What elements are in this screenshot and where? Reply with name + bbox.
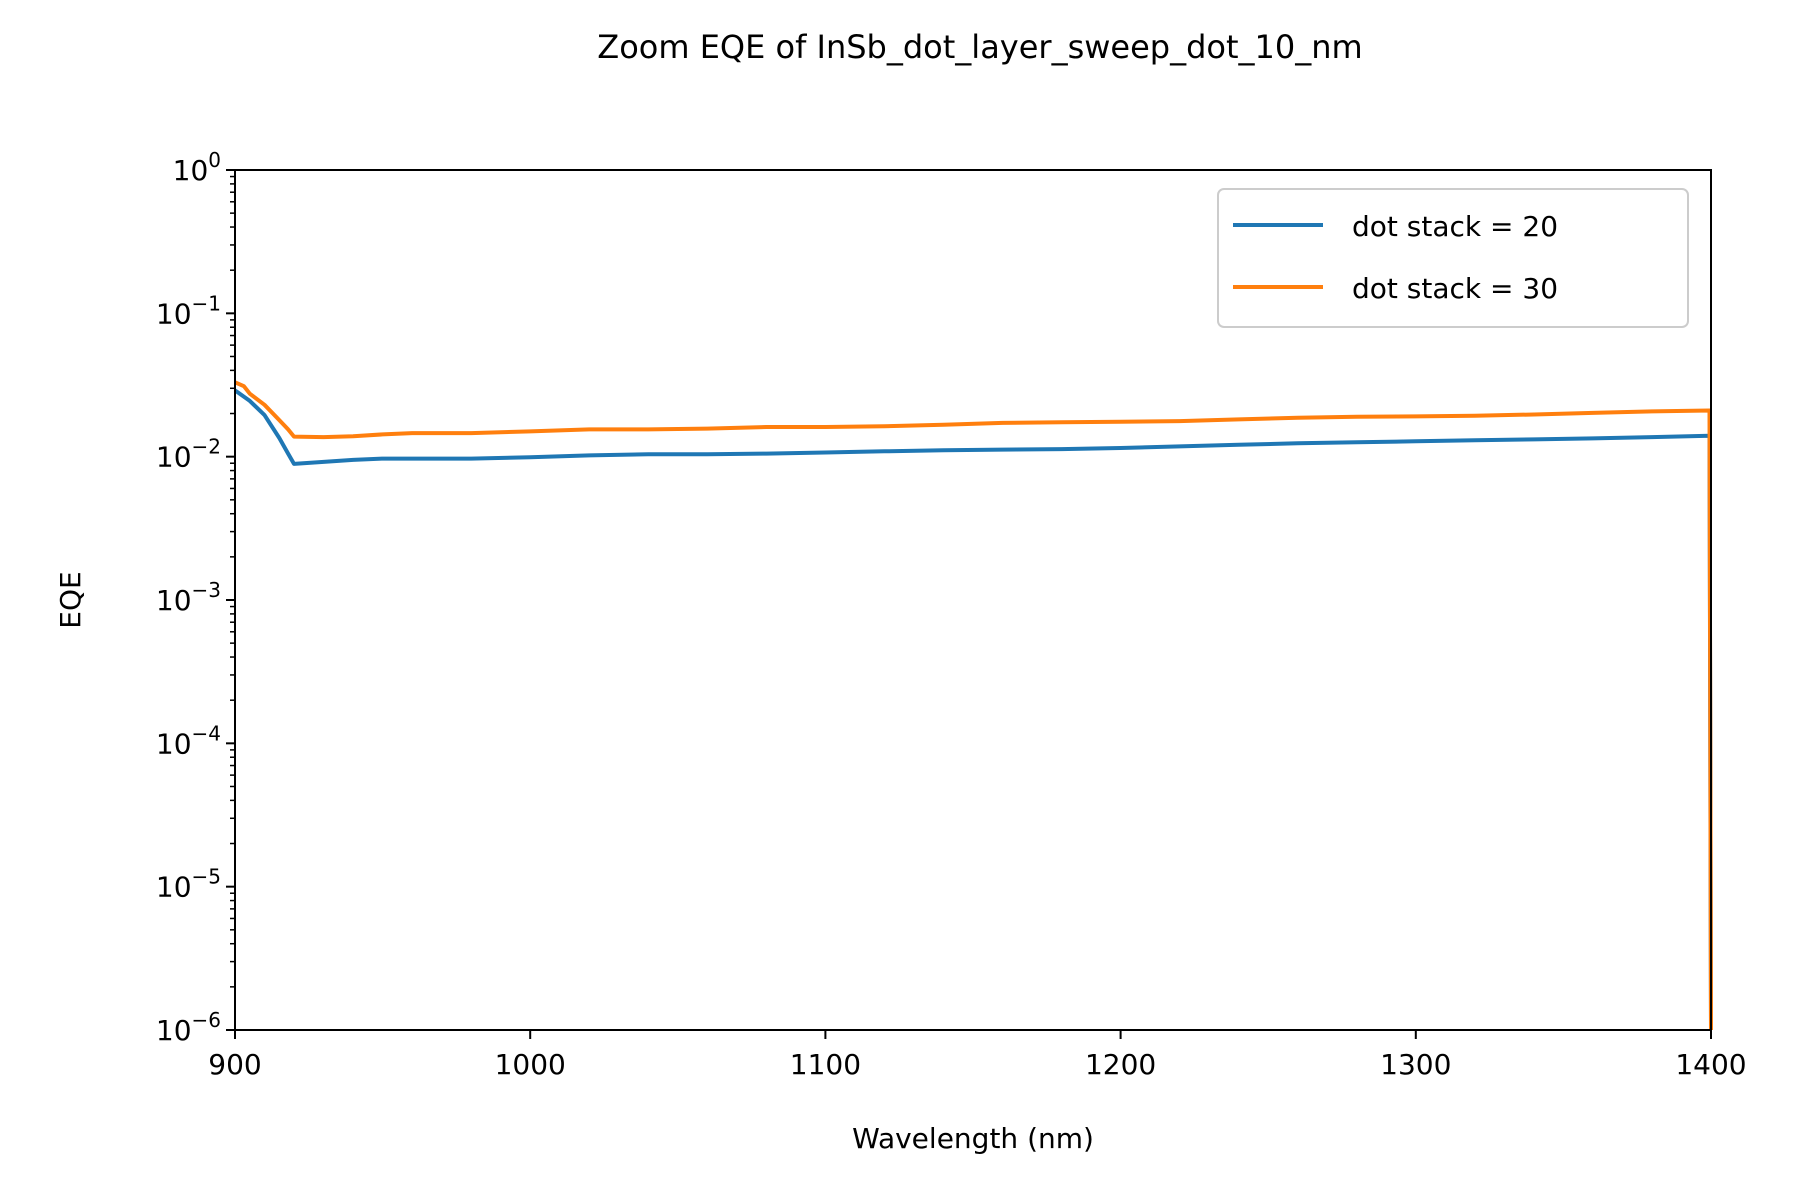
legend-box: [1217, 188, 1689, 328]
y-axis-label: EQE: [54, 571, 87, 628]
y-tick-label: 10−5: [156, 865, 221, 904]
plot-frame: [234, 169, 1712, 1031]
x-tick-label: 1200: [1085, 1048, 1156, 1081]
legend: dot stack = 20 dot stack = 30: [1217, 188, 1689, 328]
x-tick-label: 1000: [495, 1048, 566, 1081]
series-line-0: [233, 388, 1713, 1031]
y-tick-label: 10−3: [156, 578, 221, 617]
y-tick-label: 100: [173, 148, 221, 187]
legend-label-dot-stack-20: dot stack = 20: [1352, 210, 1558, 243]
legend-label-dot-stack-30: dot stack = 30: [1352, 272, 1558, 305]
x-tick-label: 900: [208, 1048, 261, 1081]
y-tick-label: 10−1: [156, 291, 221, 330]
y-tick-label: 10−6: [156, 1008, 221, 1047]
y-tick-label: 10−2: [156, 435, 221, 474]
series-line-1: [234, 380, 1713, 1031]
x-axis-label: Wavelength (nm): [852, 1122, 1094, 1155]
series-layer: [233, 380, 1713, 1031]
x-axis-ticks: 900 1000 1100 1200 1300 1400: [208, 1030, 1747, 1081]
x-tick-label: 1300: [1380, 1048, 1451, 1081]
x-tick-label: 1400: [1675, 1048, 1746, 1081]
x-tick-label: 1100: [790, 1048, 861, 1081]
chart-title: Zoom EQE of InSb_dot_layer_sweep_dot_10_…: [597, 28, 1362, 66]
y-tick-label: 10−4: [156, 721, 221, 760]
y-axis-ticks: 10−6 10−5 10−4 10−3 10−2 10−1 100: [156, 148, 235, 1047]
